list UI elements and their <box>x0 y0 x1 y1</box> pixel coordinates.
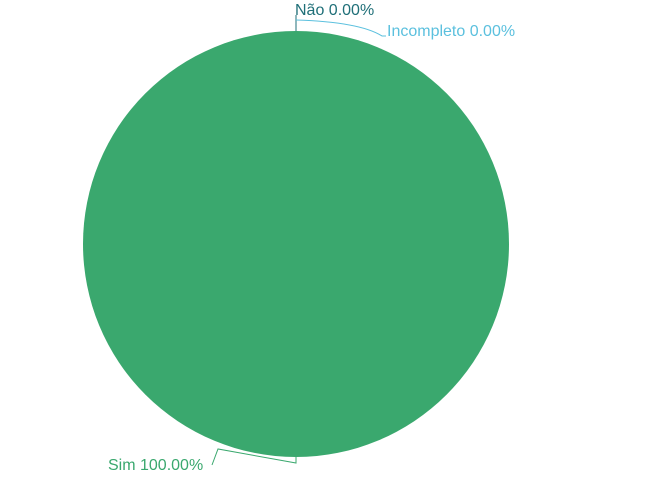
leader-line-sim <box>211 448 297 466</box>
data-label-sim: Sim 100.00% <box>108 457 203 474</box>
data-label-nao: Não 0.00% <box>295 2 374 19</box>
pie-slice-sim[interactable] <box>83 31 509 457</box>
data-label-incompleto: Incompleto 0.00% <box>387 23 515 40</box>
leader-line-incompleto <box>295 19 386 37</box>
